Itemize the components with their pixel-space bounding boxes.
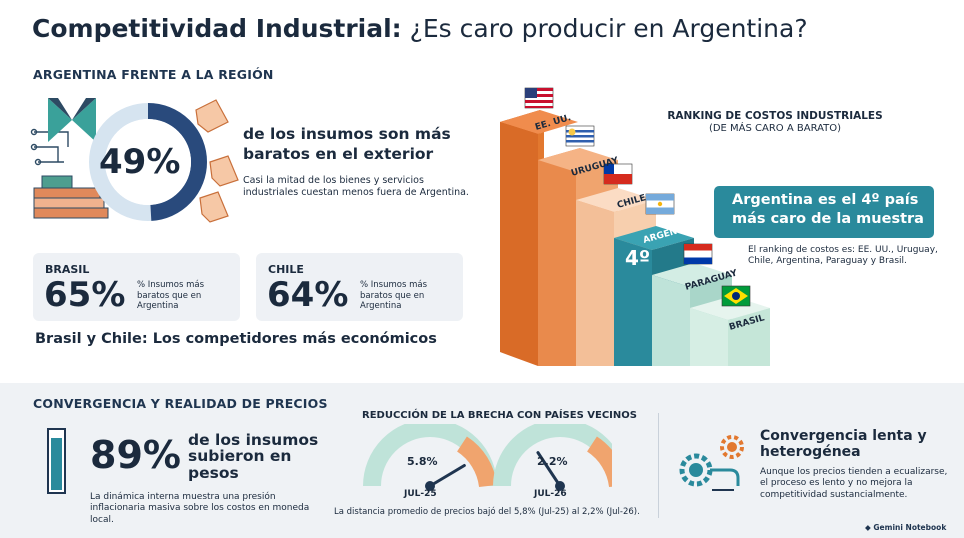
- step-argentina: [614, 226, 694, 250]
- argentina-flag-icon: [645, 193, 675, 215]
- slow-sub: Aunque los precios tienden a ecualizarse…: [760, 467, 948, 500]
- gauges: [363, 424, 612, 491]
- region-conclusion: Brasil y Chile: Los competidores más eco…: [35, 331, 437, 347]
- page-title: Competitividad Industrial: ¿Es caro prod…: [32, 14, 808, 43]
- argentina-callout: Argentina es el 4º país más caro de la m…: [714, 186, 934, 238]
- gap-heading: REDUCCIÓN DE LA BRECHA CON PAÍSES VECINO…: [362, 410, 637, 421]
- convergence-heading: CONVERGENCIA Y REALIDAD DE PRECIOS: [33, 396, 328, 411]
- chile-flag-icon: [603, 163, 633, 185]
- donut-illustration: [30, 98, 239, 223]
- brand-label: ◆ Gemini Notebook: [865, 523, 947, 532]
- chile-card: CHILE 64% % Insumos más baratos que en A…: [256, 253, 463, 321]
- paraguay-flag-icon: [683, 243, 713, 265]
- convergence-sub: La dinámica interna muestra una presión …: [90, 492, 310, 525]
- ranking-subheading: (DE MÁS CARO A BARATO): [708, 123, 842, 134]
- step-paraguay: [652, 263, 732, 287]
- slow-title: Convergencia lenta y heterogénea: [760, 428, 927, 461]
- argentina-rank: 4º: [625, 246, 650, 270]
- uruguay-flag-icon: [565, 125, 595, 147]
- usa-flag-icon: [524, 87, 554, 109]
- circuit-icon: [30, 128, 69, 166]
- callout-sub: El ranking de costos es: EE. UU., Urugua…: [748, 245, 938, 267]
- region-sub: Casi la mitad de los bienes y servicios …: [243, 175, 469, 198]
- gauge-value-jul26: 2.2%: [537, 455, 568, 468]
- brasil-desc: % Insumos más baratos que en Argentina: [137, 280, 205, 312]
- inflation-bar: [47, 428, 66, 494]
- brasil-flag-icon: [721, 285, 751, 307]
- convergence-headline: de los insumos subieron en pesos: [188, 431, 319, 482]
- chile-pct: 64%: [267, 275, 349, 315]
- brasil-pct: 65%: [44, 275, 126, 315]
- gears-icon: [679, 435, 744, 491]
- price-tag-icon: [195, 99, 239, 223]
- step-uruguay: [538, 148, 580, 366]
- gauge-value-jul25: 5.8%: [407, 455, 438, 468]
- ranking-heading: RANKING DE COSTOS INDUSTRIALES: [667, 110, 883, 122]
- brasil-card: BRASIL 65% % Insumos más baratos que en …: [33, 253, 240, 321]
- gauge-jul25: [363, 424, 497, 491]
- divider: [658, 413, 659, 518]
- ranking-staircase: EE. UU. URUGUAY CHILE ARGENTINA PARAGUAY…: [500, 87, 770, 366]
- gauge-date-jul26: JUL-26: [534, 489, 567, 499]
- inflation-bar-fill: [51, 438, 62, 490]
- gauge-jul26: [493, 424, 612, 491]
- brasil-name: BRASIL: [45, 263, 90, 276]
- chile-desc: % Insumos más baratos que en Argentina: [360, 280, 428, 312]
- boxes-icon: [33, 175, 109, 219]
- gauge-date-jul25: JUL-25: [404, 489, 437, 499]
- region-heading: ARGENTINA FRENTE A LA REGIÓN: [33, 67, 274, 82]
- region-headline: de los insumos son más baratos en el ext…: [243, 125, 451, 164]
- gauge-needle-jul26: [536, 451, 562, 488]
- gauge-note: La distancia promedio de precios bajó de…: [334, 507, 640, 517]
- hourglass-icon: [48, 98, 96, 142]
- step-chile: [576, 188, 656, 212]
- step-usa-side: [500, 122, 538, 366]
- chile-name: CHILE: [268, 263, 304, 276]
- callout-text: Argentina es el 4º país más caro de la m…: [732, 192, 924, 227]
- convergence-pct: 89%: [90, 433, 181, 477]
- donut-fill: [89, 103, 207, 221]
- gauge-needle-jul25: [428, 463, 466, 488]
- donut-percentage: 49%: [99, 142, 181, 182]
